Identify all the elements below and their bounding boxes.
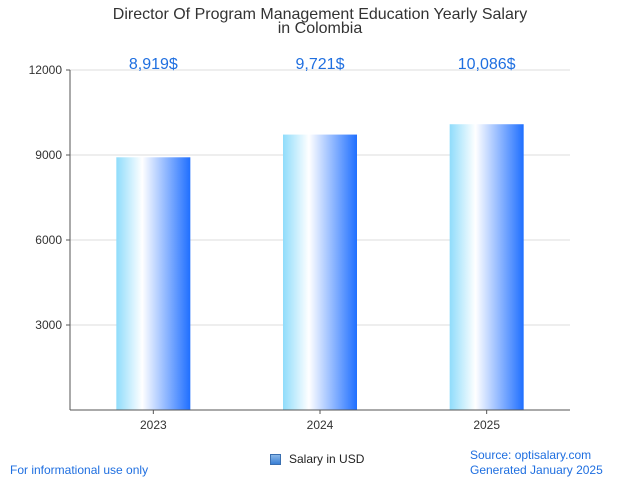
x-tick-label: 2024 — [307, 418, 334, 432]
x-tick-label: 2025 — [473, 418, 500, 432]
y-tick-label: 12000 — [29, 63, 63, 77]
legend: Salary in USD — [270, 452, 364, 466]
legend-label: Salary in USD — [289, 452, 365, 466]
y-tick-label: 3000 — [35, 318, 62, 332]
bar-2023 — [116, 157, 191, 410]
y-axis-ticks: 3000 6000 9000 12000 — [29, 63, 63, 332]
data-label-2023: 8,919$ — [129, 56, 178, 73]
axes — [66, 69, 570, 414]
bars — [116, 124, 524, 411]
data-labels: 8,919$ 9,721$ 10,086$ — [129, 56, 516, 73]
bar-2024 — [283, 134, 357, 411]
bar-2025 — [449, 124, 524, 410]
data-label-2025: 10,086$ — [458, 56, 516, 73]
source-info: Source: optisalary.com Generated January… — [470, 448, 603, 478]
y-tick-label: 6000 — [35, 233, 62, 247]
chart-title-line: Director Of Program Management Education… — [113, 6, 527, 23]
x-tick-label: 2023 — [140, 418, 167, 432]
x-axis-ticks: 2023 2024 2025 — [140, 418, 500, 432]
source-text: Source: optisalary.com — [470, 448, 592, 462]
data-label-2024: 9,721$ — [296, 56, 345, 73]
y-tick-label: 9000 — [35, 148, 62, 162]
disclaimer-text: For informational use only — [10, 463, 149, 477]
chart-title: Director Of Program Management Education… — [113, 6, 527, 37]
generated-text: Generated January 2025 — [470, 463, 603, 477]
chart-title-line: in Colombia — [278, 20, 363, 37]
legend-swatch — [270, 453, 281, 465]
